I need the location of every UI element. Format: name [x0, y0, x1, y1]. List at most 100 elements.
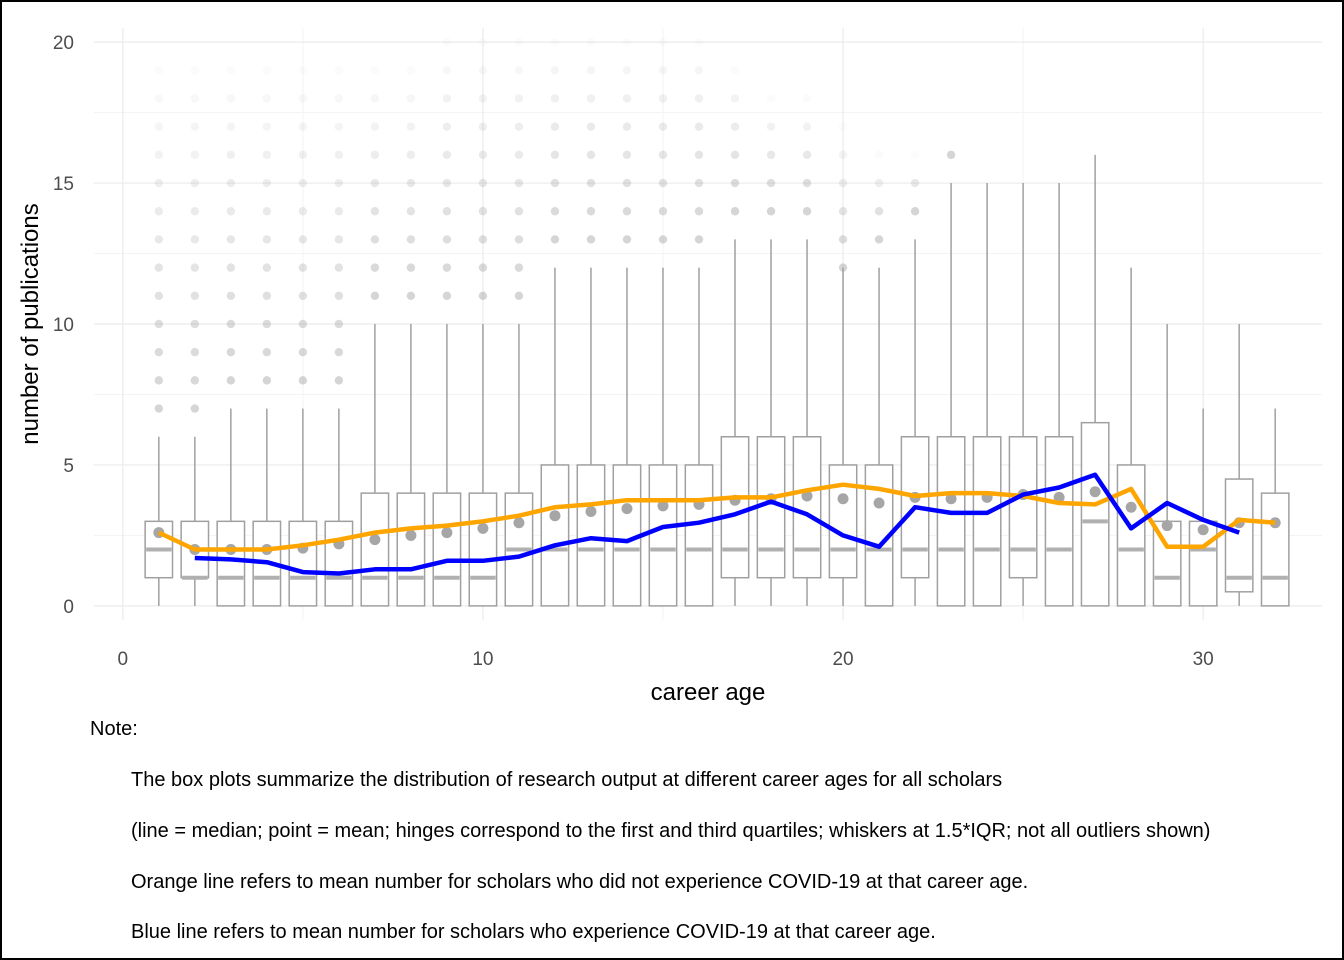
outlier-point: [226, 347, 236, 357]
outlier-point: [694, 178, 704, 188]
outlier-point: [406, 235, 416, 244]
outlier-point: [622, 178, 632, 188]
outlier-point: [406, 122, 416, 131]
box: [1224, 478, 1254, 593]
mean-point: [837, 493, 849, 505]
mean-point: [549, 510, 561, 522]
mean-point: [585, 505, 597, 517]
outlier-point: [298, 319, 308, 329]
box: [576, 464, 606, 607]
blue-mean-line: [194, 472, 1240, 576]
outlier-point: [478, 122, 488, 131]
outlier-point: [370, 291, 380, 301]
outlier-point: [694, 150, 704, 160]
outlier-point: [226, 291, 236, 301]
outlier-point: [190, 291, 200, 301]
outlier-point: [334, 376, 344, 385]
x-tick-label: 0: [118, 649, 129, 670]
outlier-point: [766, 122, 776, 131]
outlier-point: [658, 235, 668, 244]
outlier-point: [622, 235, 632, 244]
outlier-points: [154, 37, 956, 413]
outlier-point: [694, 235, 704, 244]
outlier-point: [298, 150, 308, 160]
note-line-1: The box plots summarize the distribution…: [131, 769, 1003, 791]
outlier-point: [370, 122, 380, 131]
outlier-point: [190, 235, 200, 244]
outlier-point: [298, 376, 308, 385]
outlier-point: [514, 207, 524, 216]
outlier-point: [478, 207, 488, 216]
outlier-point: [370, 235, 380, 244]
outlier-point: [406, 94, 416, 103]
outlier-point: [226, 66, 236, 75]
box-plots: [144, 154, 1290, 607]
outlier-point: [190, 207, 200, 216]
box: [1044, 436, 1074, 607]
outlier-point: [442, 263, 452, 272]
mean-point: [801, 490, 813, 502]
outlier-point: [586, 150, 596, 160]
outlier-point: [550, 122, 560, 131]
box: [1008, 436, 1038, 579]
outlier-point: [694, 66, 704, 75]
outlier-point: [838, 235, 848, 244]
outlier-point: [406, 150, 416, 160]
outlier-point: [262, 94, 272, 103]
y-axis-title: number of publications: [17, 203, 44, 444]
note-label: Note:: [90, 718, 138, 740]
outlier-point: [550, 37, 560, 47]
outlier-point: [514, 235, 524, 244]
outlier-point: [802, 207, 812, 216]
outlier-point: [190, 404, 200, 413]
outlier-point: [190, 376, 200, 385]
outlier-point: [154, 150, 164, 160]
outlier-point: [298, 207, 308, 216]
outlier-point: [550, 94, 560, 103]
x-tick-label: 20: [832, 649, 853, 670]
outlier-point: [586, 207, 596, 216]
outlier-point: [262, 66, 272, 75]
series-lines: [157, 472, 1276, 576]
outlier-point: [226, 319, 236, 329]
outlier-point: [838, 263, 848, 272]
outlier-point: [766, 94, 776, 103]
outlier-point: [442, 235, 452, 244]
outlier-point: [190, 319, 200, 329]
outlier-point: [334, 291, 344, 301]
outlier-point: [190, 94, 200, 103]
outlier-point: [334, 122, 344, 131]
outlier-point: [442, 150, 452, 160]
mean-point: [1197, 524, 1209, 536]
mean-point: [477, 522, 489, 534]
x-axis-title: career age: [651, 679, 766, 706]
outlier-point: [622, 66, 632, 75]
outlier-point: [370, 207, 380, 216]
outlier-point: [658, 66, 668, 75]
outlier-point: [262, 291, 272, 301]
outlier-point: [730, 150, 740, 160]
outlier-point: [622, 37, 632, 47]
outlier-point: [154, 347, 164, 357]
outlier-point: [514, 178, 524, 188]
outlier-point: [370, 66, 380, 75]
box: [684, 464, 714, 607]
outlier-point: [334, 178, 344, 188]
outlier-point: [694, 122, 704, 131]
box: [756, 436, 786, 579]
outlier-point: [514, 291, 524, 301]
outlier-point: [334, 235, 344, 244]
y-tick-label: 5: [63, 456, 74, 477]
x-tick-label: 10: [472, 649, 493, 670]
outlier-point: [586, 37, 596, 47]
outlier-point: [478, 66, 488, 75]
outlier-point: [550, 178, 560, 188]
y-tick-label: 0: [63, 597, 74, 618]
outlier-point: [154, 291, 164, 301]
outlier-point: [910, 178, 920, 188]
outlier-point: [262, 319, 272, 329]
outlier-point: [154, 376, 164, 385]
outlier-point: [262, 376, 272, 385]
outlier-point: [154, 94, 164, 103]
outlier-point: [622, 150, 632, 160]
